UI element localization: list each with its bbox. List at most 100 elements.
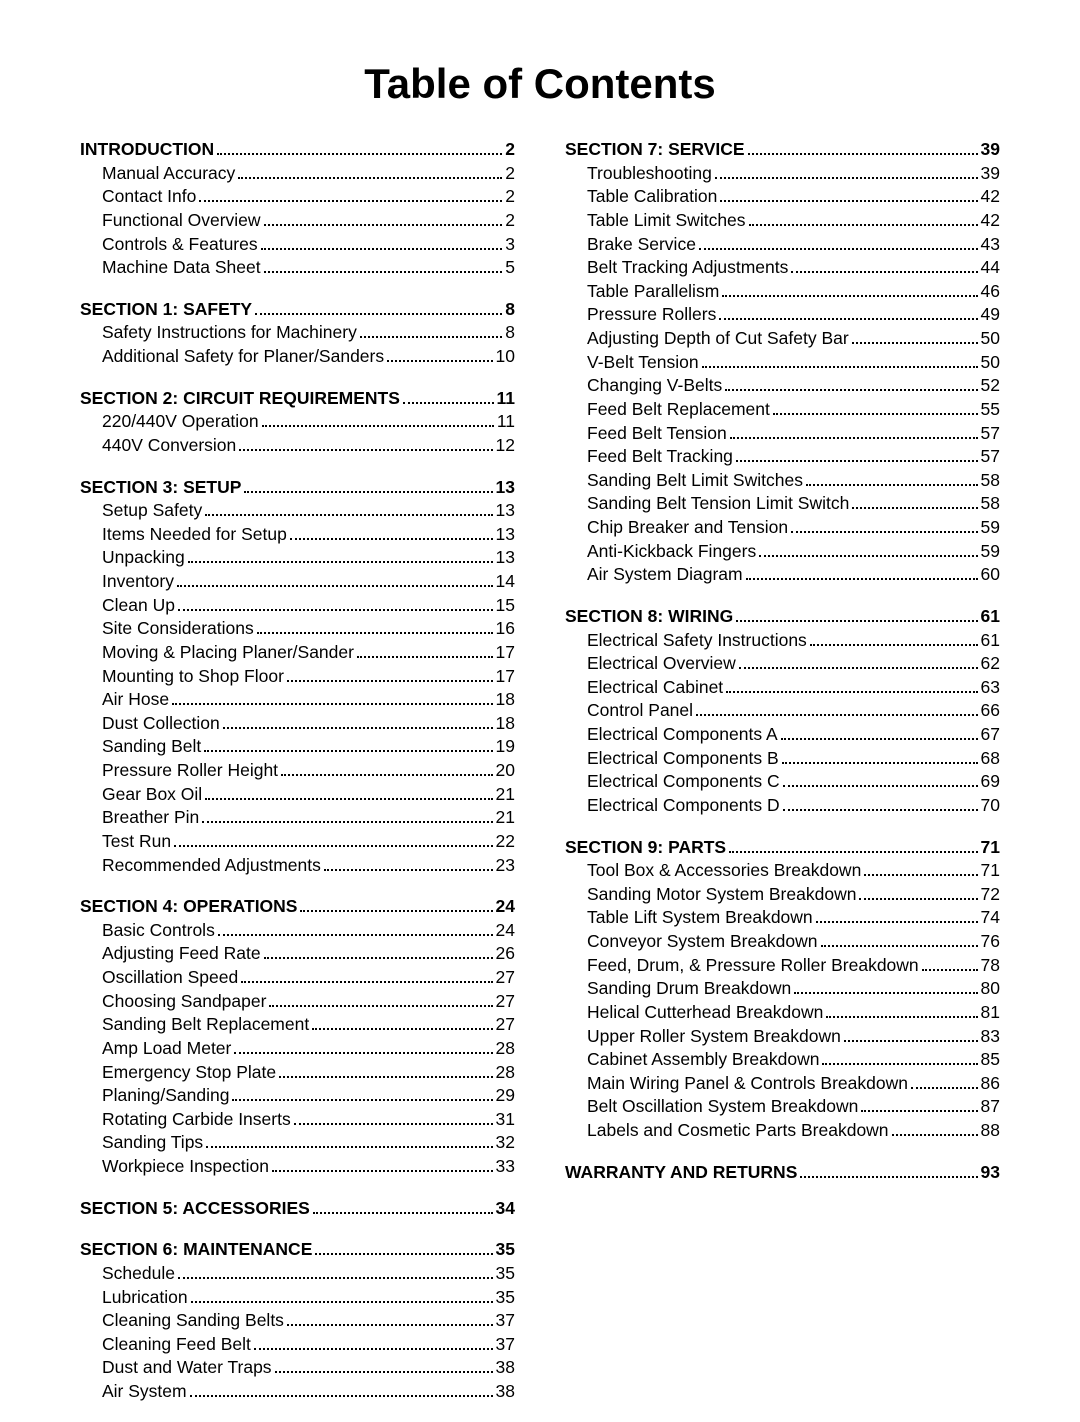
toc-leader-dots <box>715 177 978 179</box>
toc-leader-dots <box>272 1170 493 1172</box>
toc-entry-label: Table Calibration <box>565 185 717 209</box>
toc-leader-dots <box>696 714 977 716</box>
toc-entry: Belt Oscillation System Breakdown87 <box>565 1095 1000 1119</box>
toc-entry: V-Belt Tension50 <box>565 351 1000 375</box>
toc-page-number: 8 <box>505 298 515 322</box>
toc-entry-label: Pressure Rollers <box>565 303 716 327</box>
toc-leader-dots <box>264 271 503 273</box>
toc-leader-dots <box>730 437 978 439</box>
toc-page-number: 28 <box>496 1037 515 1061</box>
toc-entry-label: Gear Box Oil <box>80 783 202 807</box>
toc-leader-dots <box>892 1134 978 1136</box>
toc-entry: Choosing Sandpaper27 <box>80 990 515 1014</box>
toc-page-number: 17 <box>496 641 515 665</box>
toc-entry: Additional Safety for Planer/Sanders10 <box>80 345 515 369</box>
toc-leader-dots <box>172 703 492 705</box>
toc-entry-label: Belt Tracking Adjustments <box>565 256 788 280</box>
toc-section: SECTION 6: MAINTENANCE35Schedule35Lubric… <box>80 1238 515 1403</box>
toc-page-number: 59 <box>981 516 1000 540</box>
toc-entry-label: V-Belt Tension <box>565 351 699 375</box>
toc-entry-label: Changing V-Belts <box>565 374 722 398</box>
toc-entry: Pressure Rollers49 <box>565 303 1000 327</box>
toc-leader-dots <box>262 425 494 427</box>
toc-leader-dots <box>294 1123 493 1125</box>
toc-entry-label: Anti-Kickback Fingers <box>565 540 756 564</box>
toc-leader-dots <box>244 491 492 493</box>
toc-entry-label: Adjusting Feed Rate <box>80 942 261 966</box>
toc-entry: Feed Belt Replacement55 <box>565 398 1000 422</box>
toc-section-label: SECTION 6: MAINTENANCE <box>80 1238 312 1262</box>
toc-page-number: 81 <box>981 1001 1000 1025</box>
toc-entry: Electrical Components A67 <box>565 723 1000 747</box>
toc-section-header: SECTION 5: ACCESSORIES34 <box>80 1197 515 1221</box>
toc-leader-dots <box>264 224 503 226</box>
toc-entry-label: Additional Safety for Planer/Sanders <box>80 345 384 369</box>
toc-page-number: 15 <box>496 594 515 618</box>
toc-page-number: 24 <box>496 895 515 919</box>
toc-entry: Gear Box Oil21 <box>80 783 515 807</box>
toc-leader-dots <box>864 874 977 876</box>
toc-entry: Cleaning Sanding Belts37 <box>80 1309 515 1333</box>
toc-page-number: 22 <box>496 830 515 854</box>
toc-leader-dots <box>239 449 492 451</box>
toc-entry-label: Controls & Features <box>80 233 258 257</box>
toc-entry: Basic Controls24 <box>80 919 515 943</box>
toc-leader-dots <box>810 644 978 646</box>
toc-entry: Lubrication35 <box>80 1286 515 1310</box>
toc-page-number: 24 <box>496 919 515 943</box>
toc-page-number: 20 <box>496 759 515 783</box>
toc-entry-label: Dust Collection <box>80 712 220 736</box>
toc-page-number: 12 <box>496 434 515 458</box>
toc-entry: Air Hose18 <box>80 688 515 712</box>
toc-page-number: 19 <box>496 735 515 759</box>
toc-entry: Sanding Motor System Breakdown72 <box>565 883 1000 907</box>
toc-entry: Electrical Safety Instructions61 <box>565 629 1000 653</box>
toc-entry-label: Electrical Overview <box>565 652 736 676</box>
toc-entry-label: Table Limit Switches <box>565 209 746 233</box>
toc-entry: Amp Load Meter28 <box>80 1037 515 1061</box>
toc-entry: Unpacking13 <box>80 546 515 570</box>
toc-leader-dots <box>290 538 493 540</box>
toc-leader-dots <box>403 402 494 404</box>
toc-leader-dots <box>238 177 502 179</box>
toc-leader-dots <box>264 957 493 959</box>
toc-page-number: 71 <box>981 836 1000 860</box>
toc-page-number: 67 <box>981 723 1000 747</box>
toc-entry-label: Chip Breaker and Tension <box>565 516 788 540</box>
toc-section: WARRANTY AND RETURNS93 <box>565 1161 1000 1185</box>
toc-page-number: 78 <box>981 954 1000 978</box>
toc-leader-dots <box>699 248 978 250</box>
toc-entry-label: Moving & Placing Planer/Sander <box>80 641 354 665</box>
toc-entry-label: Labels and Cosmetic Parts Breakdown <box>565 1119 889 1143</box>
toc-entry-label: Sanding Belt Replacement <box>80 1013 309 1037</box>
toc-leader-dots <box>324 869 493 871</box>
toc-entry: 440V Conversion12 <box>80 434 515 458</box>
toc-page-number: 17 <box>496 665 515 689</box>
toc-page-number: 59 <box>981 540 1000 564</box>
toc-entry-label: Brake Service <box>565 233 696 257</box>
toc-section: SECTION 4: OPERATIONS24Basic Controls24A… <box>80 895 515 1179</box>
toc-page-number: 13 <box>496 499 515 523</box>
toc-leader-dots <box>357 656 493 658</box>
page-title: Table of Contents <box>80 60 1000 108</box>
toc-entry-label: Dust and Water Traps <box>80 1356 272 1380</box>
toc-entry: Breather Pin21 <box>80 806 515 830</box>
toc-entry: Cabinet Assembly Breakdown85 <box>565 1048 1000 1072</box>
toc-page-number: 27 <box>496 1013 515 1037</box>
toc-entry: Contact Info2 <box>80 185 515 209</box>
toc-section-header: SECTION 8: WIRING61 <box>565 605 1000 629</box>
toc-entry: Troubleshooting39 <box>565 162 1000 186</box>
toc-leader-dots <box>223 727 493 729</box>
toc-leader-dots <box>287 1324 493 1326</box>
toc-entry-label: Items Needed for Setup <box>80 523 287 547</box>
toc-entry-label: Functional Overview <box>80 209 261 233</box>
toc-page-number: 55 <box>981 398 1000 422</box>
toc-leader-dots <box>261 248 503 250</box>
toc-entry: Recommended Adjustments23 <box>80 854 515 878</box>
toc-section: SECTION 2: CIRCUIT REQUIREMENTS11220/440… <box>80 387 515 458</box>
toc-leader-dots <box>806 484 978 486</box>
toc-section-label: SECTION 8: WIRING <box>565 605 733 629</box>
toc-page-number: 23 <box>496 854 515 878</box>
toc-entry: Feed, Drum, & Pressure Roller Breakdown7… <box>565 954 1000 978</box>
toc-entry-label: Electrical Components B <box>565 747 779 771</box>
